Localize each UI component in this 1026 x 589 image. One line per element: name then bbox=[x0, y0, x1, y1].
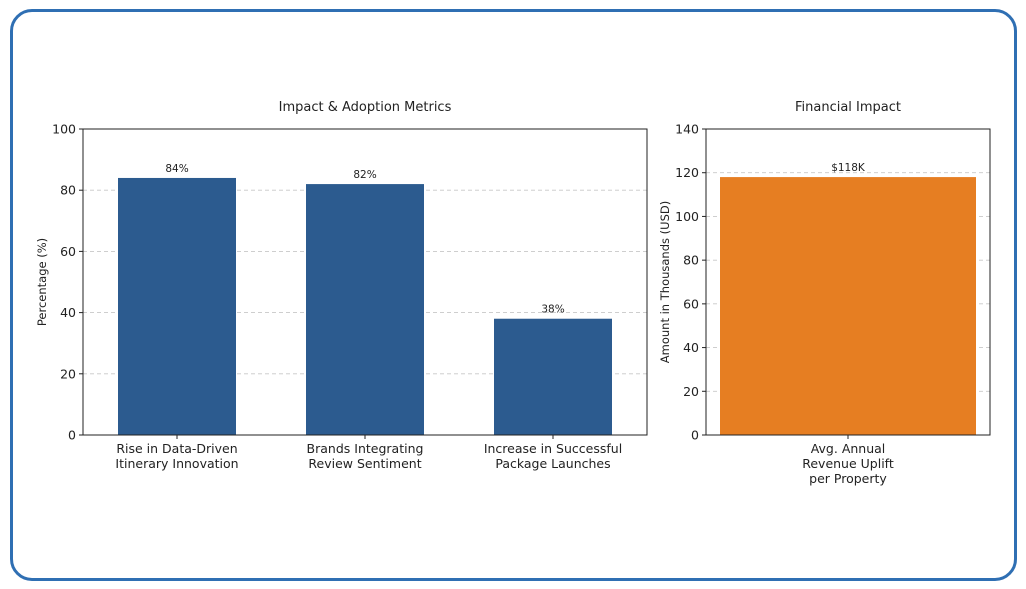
y-tick-label: 60 bbox=[60, 244, 76, 259]
y-tick-label: 20 bbox=[683, 384, 699, 399]
y-tick-label: 40 bbox=[60, 305, 76, 320]
x-tick-label: Increase in Successful bbox=[484, 441, 622, 456]
y-tick-label: 0 bbox=[68, 428, 76, 443]
data-label: 38% bbox=[541, 304, 564, 316]
x-tick-label: Brands Integrating bbox=[307, 441, 424, 456]
y-tick-label: 100 bbox=[52, 122, 76, 137]
x-tick-label: per Property bbox=[809, 471, 887, 486]
bar bbox=[494, 318, 612, 435]
data-label: 84% bbox=[165, 163, 188, 175]
x-tick-label: Avg. Annual bbox=[811, 441, 886, 456]
data-label: $118K bbox=[831, 162, 866, 174]
y-axis-label: Percentage (%) bbox=[35, 238, 49, 326]
y-tick-label: 80 bbox=[683, 253, 699, 268]
bar bbox=[118, 177, 236, 435]
y-tick-label: 120 bbox=[675, 165, 699, 180]
chart-title: Financial Impact bbox=[795, 100, 901, 115]
x-tick-label: Review Sentiment bbox=[308, 456, 421, 471]
y-tick-label: 60 bbox=[683, 296, 699, 311]
y-tick-label: 20 bbox=[60, 366, 76, 381]
chart-title: Impact & Adoption Metrics bbox=[279, 100, 452, 115]
x-tick-label: Package Launches bbox=[495, 456, 610, 471]
x-tick-label: Rise in Data-Driven bbox=[116, 441, 237, 456]
y-tick-label: 100 bbox=[675, 209, 699, 224]
x-tick-label: Revenue Uplift bbox=[802, 456, 894, 471]
y-tick-label: 80 bbox=[60, 183, 76, 198]
bar bbox=[720, 177, 976, 436]
y-axis-label: Amount in Thousands (USD) bbox=[658, 201, 672, 363]
y-tick-label: 0 bbox=[691, 428, 699, 443]
x-tick-label: Itinerary Innovation bbox=[115, 456, 238, 471]
bar bbox=[306, 184, 424, 435]
data-label: 82% bbox=[353, 169, 376, 181]
y-tick-label: 40 bbox=[683, 340, 699, 355]
y-tick-label: 140 bbox=[675, 122, 699, 137]
